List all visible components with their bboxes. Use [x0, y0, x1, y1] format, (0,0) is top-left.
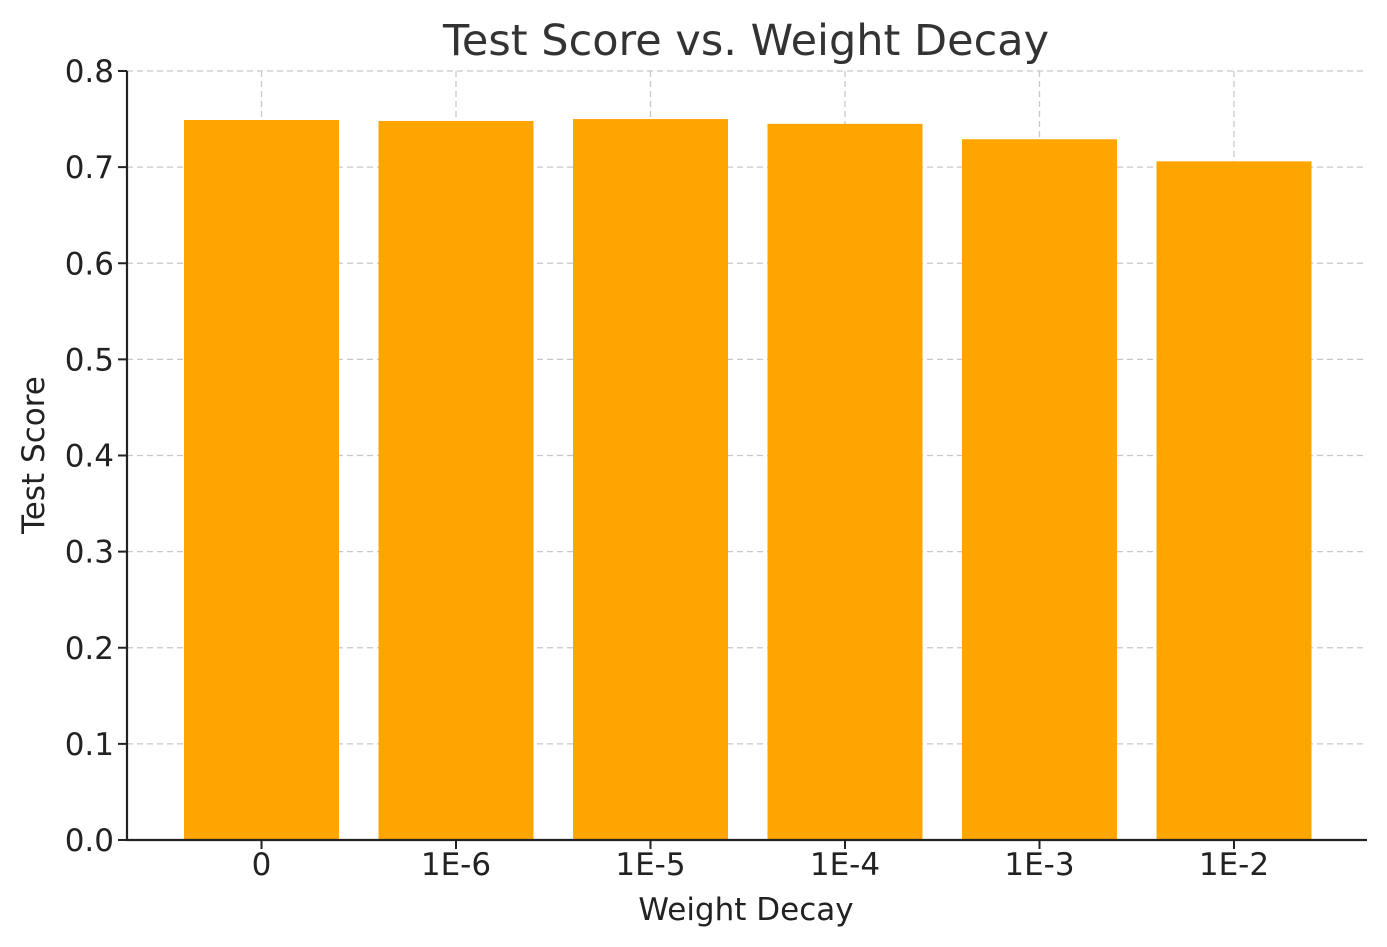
y-tick-label: 0.7 — [65, 150, 114, 186]
y-tick-label: 0.1 — [65, 727, 114, 763]
bar-1E-6 — [378, 120, 534, 841]
x-tick-label: 0 — [252, 847, 272, 883]
y-tick-label: 0.2 — [65, 631, 114, 667]
x-tick-label: 1E-4 — [810, 847, 880, 883]
bar-1E-3 — [962, 139, 1117, 840]
bar-0 — [184, 120, 339, 841]
bar-1E-2 — [1156, 161, 1312, 841]
y-tick-label: 0.3 — [65, 535, 114, 571]
x-tick-label: 1E-5 — [615, 847, 685, 883]
y-tick-label: 0.6 — [65, 246, 114, 282]
y-tick-label: 0.4 — [65, 439, 114, 475]
x-axis-label: Weight Decay — [638, 892, 853, 928]
y-axis-label: Test Score — [16, 376, 52, 535]
y-tick-label: 0.8 — [65, 54, 114, 90]
bars — [184, 119, 1312, 841]
bar-1E-5 — [573, 119, 728, 840]
x-tick-label: 1E-3 — [1004, 847, 1074, 883]
x-tick-label: 1E-2 — [1199, 847, 1269, 883]
x-tick-label: 1E-6 — [421, 847, 491, 883]
ticks: 0.0 0.1 0.2 0.3 0.4 0.5 0.6 0.7 0.8 0 1E-6 1E-5 1E-4… — [65, 54, 1269, 883]
bar-1E-4 — [767, 123, 923, 840]
y-tick-label: 0.0 — [65, 823, 114, 859]
chart-title: Test Score vs. Weight Decay — [442, 16, 1049, 66]
y-tick-label: 0.5 — [65, 342, 114, 378]
